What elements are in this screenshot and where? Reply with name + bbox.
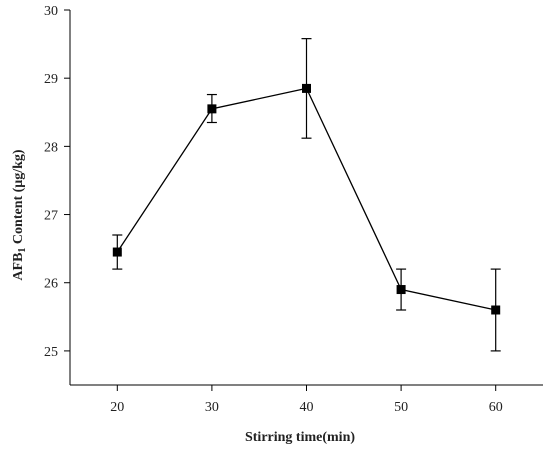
data-point [207, 104, 217, 114]
y-tick-label: 27 [44, 209, 58, 224]
data-point [396, 285, 406, 295]
data-point [112, 247, 122, 257]
y-ticks: 25 26 27 28 29 30 [44, 4, 70, 360]
y-axis-title-subscript: 1 [17, 248, 28, 253]
data-point [491, 305, 501, 315]
x-tick-label: 50 [394, 400, 408, 415]
x-ticks: 20 30 40 50 60 [110, 385, 503, 415]
y-tick-label: 30 [44, 4, 58, 19]
x-tick-label: 60 [489, 400, 503, 415]
x-axis-title: Stirring time(min) [245, 430, 355, 445]
y-axis-title-suffix: Content (μg/kg) [11, 149, 26, 247]
x-tick-label: 40 [300, 400, 314, 415]
y-tick-label: 26 [44, 277, 58, 292]
data-markers [112, 83, 501, 315]
y-tick-label: 25 [44, 345, 58, 360]
x-tick-label: 20 [110, 400, 124, 415]
y-axis-title: AFB1 Content (μg/kg) [11, 149, 28, 280]
x-tick-label: 30 [205, 400, 219, 415]
y-axis-title-prefix: AFB [11, 253, 26, 281]
y-tick-label: 28 [44, 140, 58, 155]
data-point [302, 83, 311, 93]
y-tick-label: 29 [44, 72, 58, 87]
